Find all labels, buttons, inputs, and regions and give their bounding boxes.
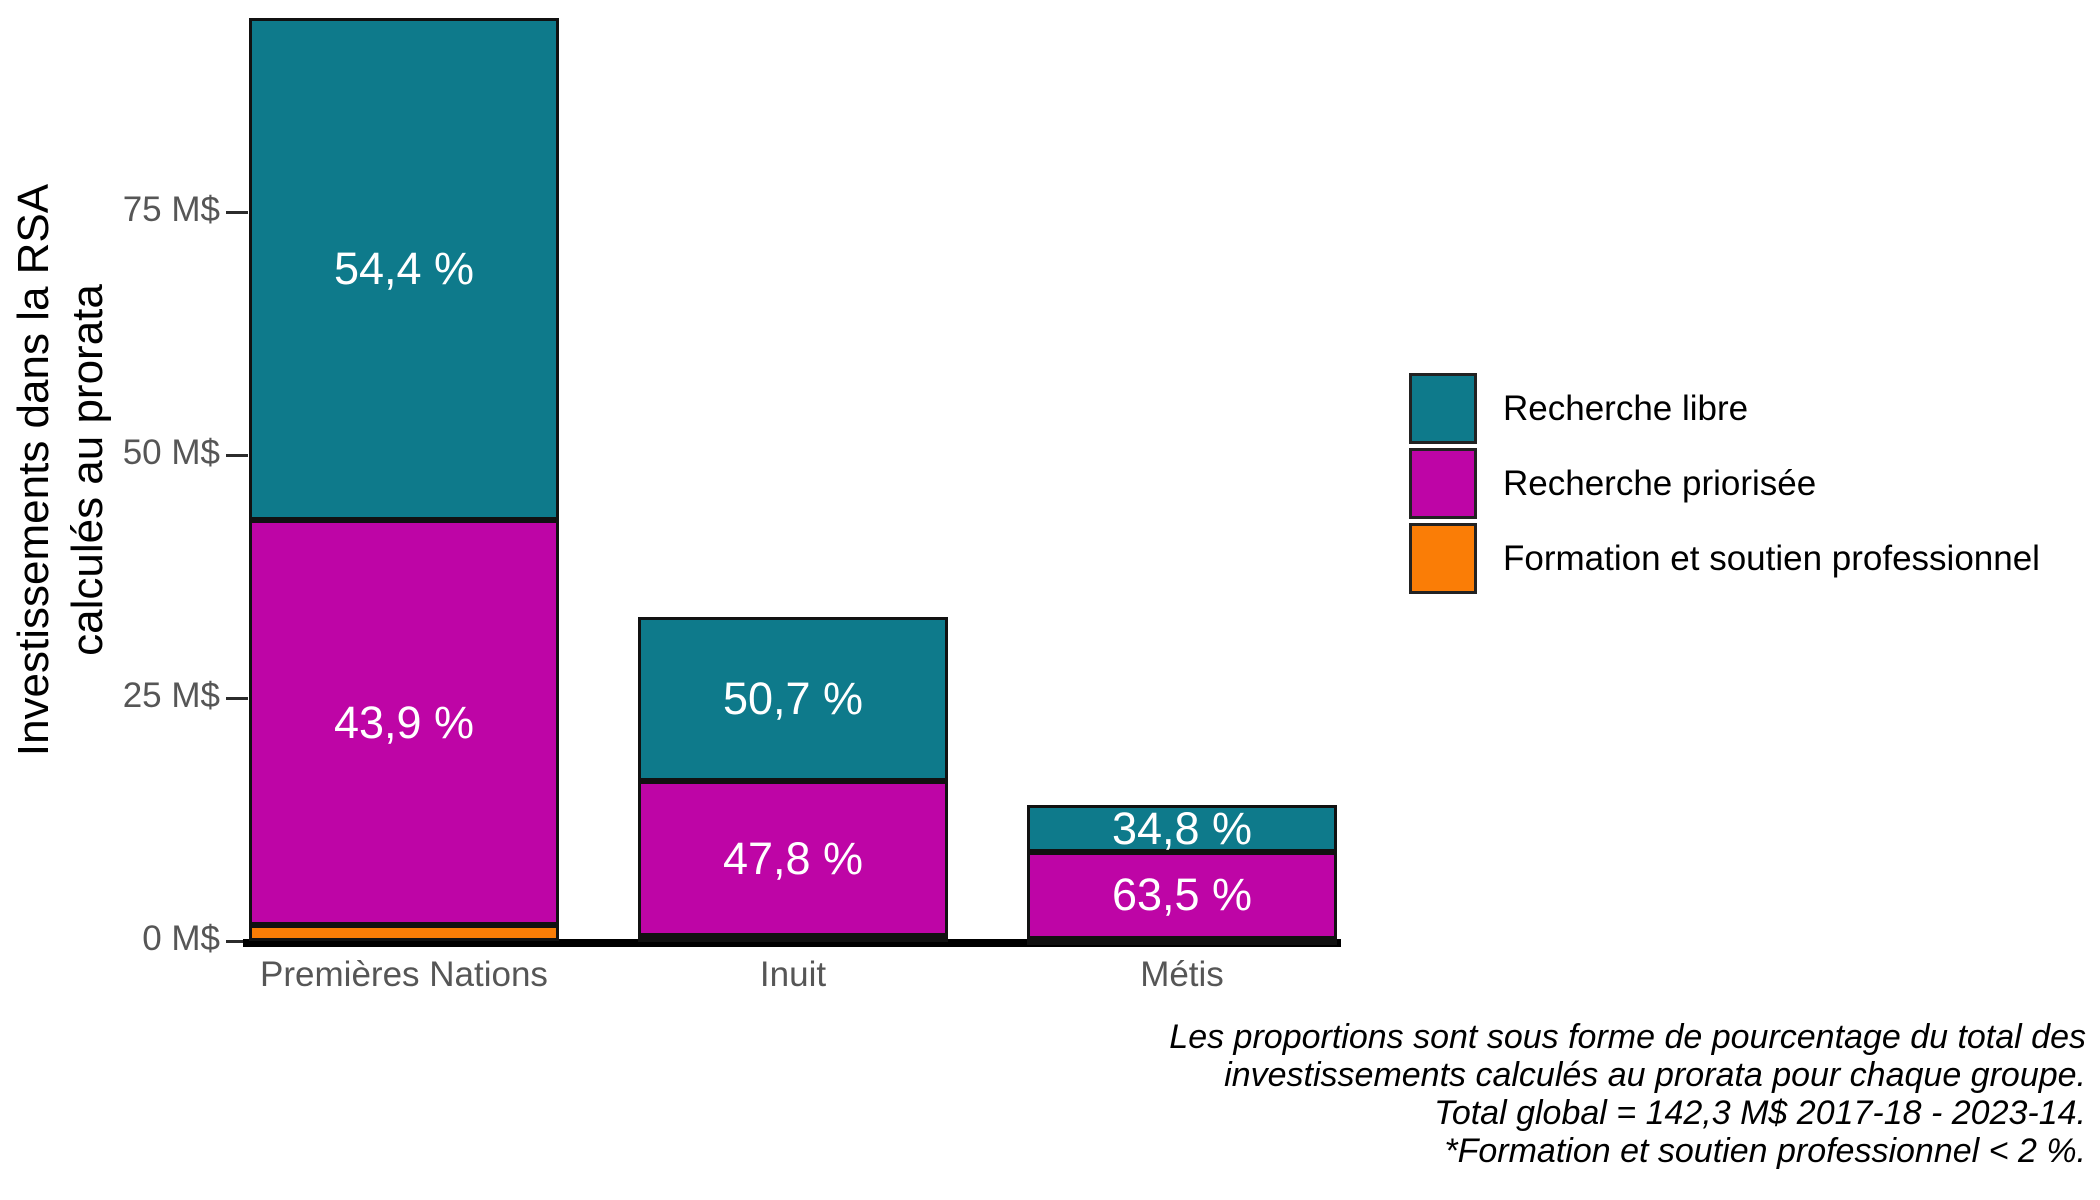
y-tick-mark	[226, 210, 248, 214]
footnote-line: Les proportions sont sous forme de pourc…	[1169, 1018, 2086, 1056]
legend-swatch	[1409, 448, 1477, 519]
bar-percent-label: 50,7 %	[722, 673, 864, 725]
legend-label: Formation et soutien professionnel	[1503, 539, 2040, 578]
bar-segment: 34,8 %	[1027, 802, 1337, 854]
y-tick-mark	[226, 939, 248, 943]
y-tick-label: 75 M$	[122, 190, 220, 229]
footnote: Les proportions sont sous forme de pourc…	[1169, 1018, 2086, 1170]
legend-label: Recherche priorisée	[1503, 464, 1817, 503]
legend-swatch	[1409, 373, 1477, 444]
y-tick-label: 0 M$	[142, 919, 220, 958]
x-category-label: Métis	[1140, 955, 1224, 994]
bar-percent-label: 47,8 %	[722, 832, 864, 884]
bar-segment: 47,8 %	[638, 781, 948, 937]
y-tick-label: 25 M$	[122, 676, 220, 715]
x-category-label: Premières Nations	[260, 955, 548, 994]
footnote-line: *Formation et soutien professionnel < 2 …	[1444, 1132, 2086, 1170]
bar-segment: 50,7 %	[638, 617, 948, 782]
bar-percent-label: 63,5 %	[1111, 869, 1253, 921]
footnote-line: investissements calculés au prorata pour…	[1224, 1056, 2086, 1094]
bar-segment: 54,4 %	[249, 17, 559, 520]
x-category-label: Inuit	[759, 955, 827, 994]
bar-percent-label: 34,8 %	[1111, 802, 1253, 854]
y-tick-label: 50 M$	[122, 433, 220, 472]
bar-percent-label: 54,4 %	[333, 242, 475, 294]
bar-segment	[638, 936, 948, 943]
y-tick-mark	[226, 453, 248, 457]
bar-segment: 63,5 %	[1027, 852, 1337, 939]
x-axis-line	[243, 939, 1341, 947]
bar-segment	[1027, 938, 1337, 945]
bar-segment	[249, 925, 559, 941]
bar-segment: 43,9 %	[249, 519, 559, 926]
legend-label: Recherche libre	[1503, 389, 1749, 428]
footnote-line: Total global = 142,3 M$ 2017-18 - 2023-1…	[1434, 1094, 2086, 1132]
bar-percent-label: 43,9 %	[333, 696, 475, 748]
y-tick-mark	[226, 696, 248, 700]
legend-swatch	[1409, 523, 1477, 594]
